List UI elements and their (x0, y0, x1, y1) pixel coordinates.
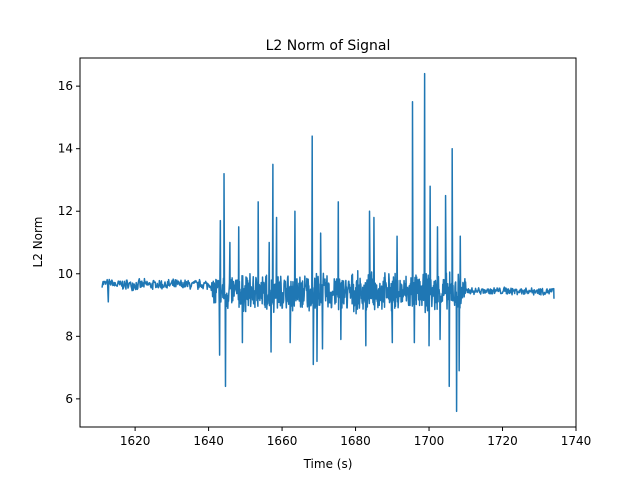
y-tick-label: 6 (65, 392, 73, 406)
plot-area (79, 57, 577, 428)
x-tick-label: 1680 (340, 434, 371, 448)
y-tick-label: 14 (58, 142, 73, 156)
x-tick-label: 1640 (193, 434, 224, 448)
y-axis: 6 8 10 12 14 16 (58, 79, 80, 406)
x-axis: 1620 1640 1660 1680 1700 1720 1740 (120, 427, 591, 448)
x-axis-label: Time (s) (303, 457, 353, 471)
y-axis-label: L2 Norm (31, 217, 45, 268)
y-tick-label: 16 (58, 79, 73, 93)
x-tick-label: 1720 (487, 434, 518, 448)
chart-title: L2 Norm of Signal (266, 38, 391, 54)
axes-frame (79, 57, 577, 428)
x-tick-label: 1700 (414, 434, 445, 448)
y-tick-label: 12 (58, 204, 73, 218)
y-tick-label: 8 (65, 329, 73, 343)
y-tick-label: 10 (58, 267, 73, 281)
x-tick-label: 1620 (120, 434, 151, 448)
x-tick-label: 1740 (561, 434, 592, 448)
x-tick-label: 1660 (267, 434, 298, 448)
series-line (101, 72, 555, 413)
